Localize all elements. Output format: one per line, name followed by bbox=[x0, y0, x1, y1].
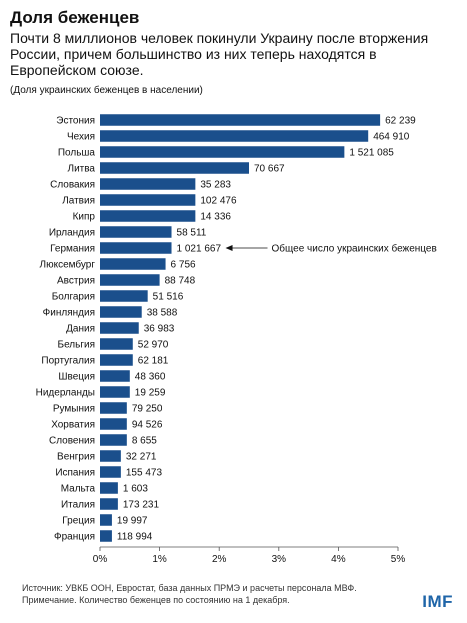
category-label: Греция bbox=[62, 516, 95, 527]
bar bbox=[100, 450, 121, 462]
bar bbox=[100, 242, 172, 254]
bar bbox=[100, 306, 142, 318]
bar-chart: Эстония 62 239 Чехия 464 910 Польша 1 521 085… bbox=[36, 114, 437, 565]
category-label: Литва bbox=[68, 164, 96, 175]
x-tick-label: 5% bbox=[391, 554, 406, 565]
data-label: 8 655 bbox=[132, 436, 157, 447]
data-label: 102 476 bbox=[200, 196, 237, 207]
data-label: 14 336 bbox=[200, 212, 231, 223]
bar bbox=[100, 466, 121, 478]
bar bbox=[100, 146, 345, 158]
category-label: Ирландия bbox=[49, 228, 95, 239]
annotation-arrow bbox=[225, 245, 233, 251]
data-label: 48 360 bbox=[135, 372, 166, 383]
bar bbox=[100, 434, 127, 446]
bar bbox=[100, 370, 130, 382]
data-label: 52 970 bbox=[138, 340, 169, 351]
data-label: 173 231 bbox=[123, 500, 160, 511]
category-label: Кипр bbox=[73, 212, 96, 223]
category-label: Дания bbox=[66, 324, 95, 335]
bar bbox=[100, 418, 127, 430]
x-tick-label: 0% bbox=[93, 554, 108, 565]
category-label: Испания bbox=[55, 468, 95, 479]
category-label: Мальта bbox=[61, 484, 96, 495]
bar bbox=[100, 498, 118, 510]
data-label: 36 983 bbox=[144, 324, 175, 335]
category-label: Финляндия bbox=[43, 308, 95, 319]
bar bbox=[100, 114, 381, 126]
bar bbox=[100, 226, 172, 238]
x-tick-label: 2% bbox=[212, 554, 227, 565]
category-label: Нидерланды bbox=[36, 388, 95, 399]
x-tick-label: 3% bbox=[272, 554, 287, 565]
category-label: Латвия bbox=[62, 196, 95, 207]
category-label: Люксембург bbox=[40, 259, 96, 271]
category-label: Бельгия bbox=[58, 340, 96, 351]
bar bbox=[100, 402, 127, 414]
source-text: Источник: УВКБ ООН, Евростат, база данны… bbox=[22, 583, 357, 593]
category-label: Австрия bbox=[57, 276, 95, 287]
category-label: Франция bbox=[54, 532, 95, 543]
chart-title: Доля беженцев bbox=[10, 8, 140, 27]
bar bbox=[100, 258, 166, 270]
data-label: 464 910 bbox=[373, 132, 410, 143]
bar bbox=[100, 274, 160, 286]
bar bbox=[100, 482, 118, 494]
bar bbox=[100, 514, 112, 526]
category-label: Румыния bbox=[53, 404, 95, 415]
bar bbox=[100, 194, 196, 206]
data-label: 62 239 bbox=[385, 116, 416, 127]
data-label: 58 511 bbox=[177, 228, 207, 239]
data-label: 62 181 bbox=[138, 356, 169, 367]
bar bbox=[100, 530, 112, 542]
data-label: 35 283 bbox=[200, 180, 231, 191]
bar bbox=[100, 290, 148, 302]
category-label: Болгария bbox=[52, 292, 95, 303]
data-label: 51 516 bbox=[153, 292, 184, 303]
category-label: Германия bbox=[50, 244, 95, 255]
bar bbox=[100, 178, 196, 190]
bar bbox=[100, 130, 369, 142]
data-label: 94 526 bbox=[132, 420, 163, 431]
data-label: 1 603 bbox=[123, 484, 148, 495]
bar bbox=[100, 386, 130, 398]
remark-text: Примечание. Количество беженцев по состо… bbox=[22, 595, 290, 605]
data-label: 118 994 bbox=[117, 532, 153, 543]
data-label: 19 997 bbox=[117, 516, 148, 527]
data-label: 19 259 bbox=[135, 388, 166, 399]
category-label: Хорватия bbox=[51, 420, 95, 431]
category-label: Италия bbox=[61, 500, 95, 511]
imf-logo: IMF bbox=[422, 592, 453, 611]
x-tick-label: 1% bbox=[152, 554, 167, 565]
category-label: Польша bbox=[58, 148, 96, 159]
bar bbox=[100, 162, 249, 174]
chart-note: (Доля украинских беженцев в населении) bbox=[10, 85, 203, 96]
data-label: 1 021 667 bbox=[177, 244, 222, 255]
data-label: 32 271 bbox=[126, 452, 157, 463]
annotation-text: Общее число украинских беженцев bbox=[272, 243, 437, 255]
chart-footer: Источник: УВКБ ООН, Евростат, база данны… bbox=[22, 582, 357, 606]
category-label: Словения bbox=[49, 436, 95, 447]
data-label: 38 588 bbox=[147, 308, 178, 319]
data-label: 70 667 bbox=[254, 164, 285, 175]
bar bbox=[100, 322, 139, 334]
data-label: 79 250 bbox=[132, 404, 163, 415]
category-label: Эстония bbox=[56, 116, 95, 127]
category-label: Португалия bbox=[41, 356, 95, 367]
category-label: Чехия bbox=[67, 132, 95, 143]
category-label: Швеция bbox=[58, 372, 95, 383]
category-label: Словакия bbox=[50, 180, 95, 191]
data-label: 155 473 bbox=[126, 468, 163, 479]
data-label: 1 521 085 bbox=[349, 148, 394, 159]
category-label: Венгрия bbox=[57, 452, 95, 463]
bar bbox=[100, 354, 133, 366]
bar bbox=[100, 210, 196, 222]
data-label: 6 756 bbox=[171, 260, 196, 271]
chart-subtitle: Почти 8 миллионов человек покинули Украи… bbox=[10, 30, 429, 78]
bar bbox=[100, 338, 133, 350]
data-label: 88 748 bbox=[165, 276, 196, 287]
x-tick-label: 4% bbox=[331, 554, 346, 565]
